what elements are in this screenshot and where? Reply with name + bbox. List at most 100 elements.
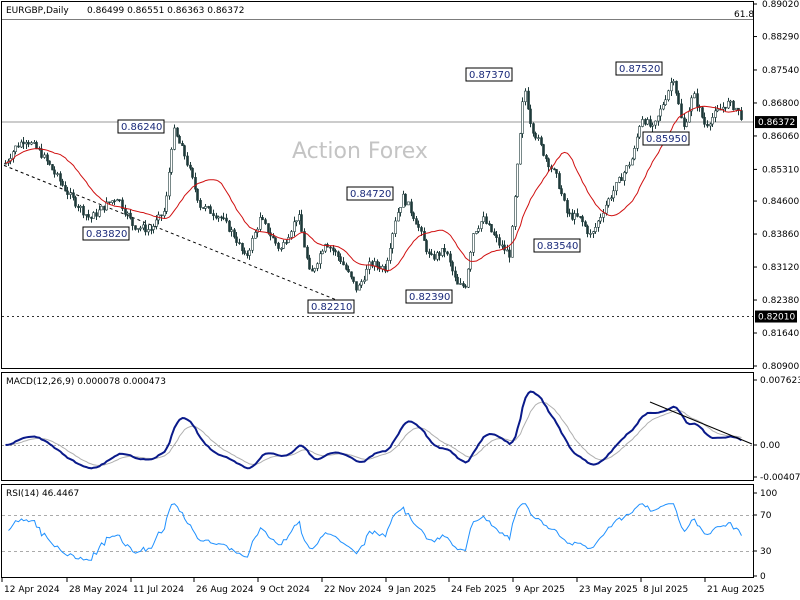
candle-body xyxy=(46,154,49,162)
candle-body xyxy=(620,177,623,181)
candle-body xyxy=(607,198,610,206)
candle-body xyxy=(196,188,199,201)
candle-body xyxy=(100,205,103,211)
candle-body xyxy=(631,158,634,166)
candle-body xyxy=(202,207,205,209)
candle-body xyxy=(737,107,740,111)
candle-body xyxy=(347,269,350,273)
candle-body xyxy=(82,205,85,216)
candle-body xyxy=(321,250,324,255)
candle-body xyxy=(597,220,600,228)
candle-body xyxy=(220,216,223,219)
candle-body xyxy=(48,160,51,165)
moving-average-line xyxy=(5,105,742,272)
rsi-tick-label: 30 xyxy=(760,547,772,557)
candle-body xyxy=(98,209,101,217)
candle-body xyxy=(493,231,496,236)
candle-body xyxy=(59,173,62,182)
candle-body xyxy=(152,226,155,230)
candle-body xyxy=(282,242,285,249)
candle-body xyxy=(225,217,228,222)
candle-body xyxy=(53,169,56,175)
candle-body xyxy=(521,101,524,134)
macd-axis: 0.007623 0.00 -0.004073 xyxy=(753,376,800,483)
candle-body xyxy=(233,229,236,238)
candle-body xyxy=(22,141,25,145)
candle-body xyxy=(74,197,77,207)
macd-title: MACD(12,26,9) 0.000078 0.000473 xyxy=(6,377,166,387)
candle-body xyxy=(576,213,579,217)
candle-body xyxy=(542,144,545,156)
support-price-text: 0.82010 xyxy=(758,313,795,323)
candle-body xyxy=(129,212,132,219)
candle-body xyxy=(261,217,264,221)
candle-body xyxy=(636,136,639,149)
candle-body xyxy=(342,261,345,266)
candle-body xyxy=(654,120,657,126)
candle-body xyxy=(207,206,210,208)
candle-body xyxy=(332,247,335,251)
candle-body xyxy=(212,213,215,217)
candle-body xyxy=(111,200,114,203)
candle-body xyxy=(139,227,142,230)
candle-body xyxy=(324,244,327,252)
date-tick-label: 9 Apr 2025 xyxy=(515,585,565,595)
price-label: 0.84720 xyxy=(350,189,391,200)
price-label-box xyxy=(405,289,453,304)
rsi-axis: 100 70 30 0 xyxy=(753,489,777,582)
candle-body xyxy=(254,232,257,239)
candle-body xyxy=(407,201,410,206)
rsi-tick-label: 100 xyxy=(760,489,777,499)
rsi-panel[interactable] xyxy=(1,484,754,578)
candle-body xyxy=(475,231,478,234)
price-label: 0.83820 xyxy=(86,229,127,240)
macd-panel[interactable] xyxy=(1,372,754,481)
candle-body xyxy=(264,219,267,224)
candle-body xyxy=(142,224,145,229)
price-label: 0.86240 xyxy=(121,122,162,133)
candle-body xyxy=(464,285,467,288)
price-label-box xyxy=(615,61,663,76)
candle-body xyxy=(693,93,696,99)
candle-body xyxy=(540,137,543,145)
candle-body xyxy=(589,233,592,235)
price-tick-label: 0.88290 xyxy=(762,33,799,43)
candle-body xyxy=(449,253,452,263)
candle-body xyxy=(137,228,140,230)
candle-body xyxy=(391,233,394,249)
candle-body xyxy=(306,246,309,259)
candle-body xyxy=(51,164,54,171)
candle-body xyxy=(527,90,530,110)
candle-body xyxy=(610,197,613,200)
candle-body xyxy=(436,252,439,260)
candle-body xyxy=(230,229,233,232)
price-label: 0.83540 xyxy=(537,241,578,252)
candle-body xyxy=(651,124,654,127)
candle-body xyxy=(35,142,38,149)
price-tick-label: 0.86060 xyxy=(762,132,799,142)
candle-body xyxy=(680,103,683,119)
candle-body xyxy=(446,251,449,255)
macd-signal-line xyxy=(5,401,742,467)
candle-body xyxy=(605,204,608,214)
candle-body xyxy=(443,248,446,253)
candle-body xyxy=(163,211,166,217)
price-label-box xyxy=(307,299,355,314)
candle-body xyxy=(17,145,20,148)
candle-body xyxy=(355,281,358,291)
candle-body xyxy=(490,224,493,233)
candle-body xyxy=(69,192,72,195)
candle-body xyxy=(77,205,80,208)
candle-body xyxy=(316,263,319,269)
candle-body xyxy=(72,192,75,198)
candle-body xyxy=(313,268,316,272)
candle-body xyxy=(134,225,137,230)
candle-body xyxy=(170,149,173,173)
candle-body xyxy=(61,180,64,186)
candle-body xyxy=(701,107,704,118)
candle-body xyxy=(667,90,670,101)
candle-body xyxy=(85,214,88,216)
candle-body xyxy=(563,193,566,201)
candle-body xyxy=(740,110,743,120)
